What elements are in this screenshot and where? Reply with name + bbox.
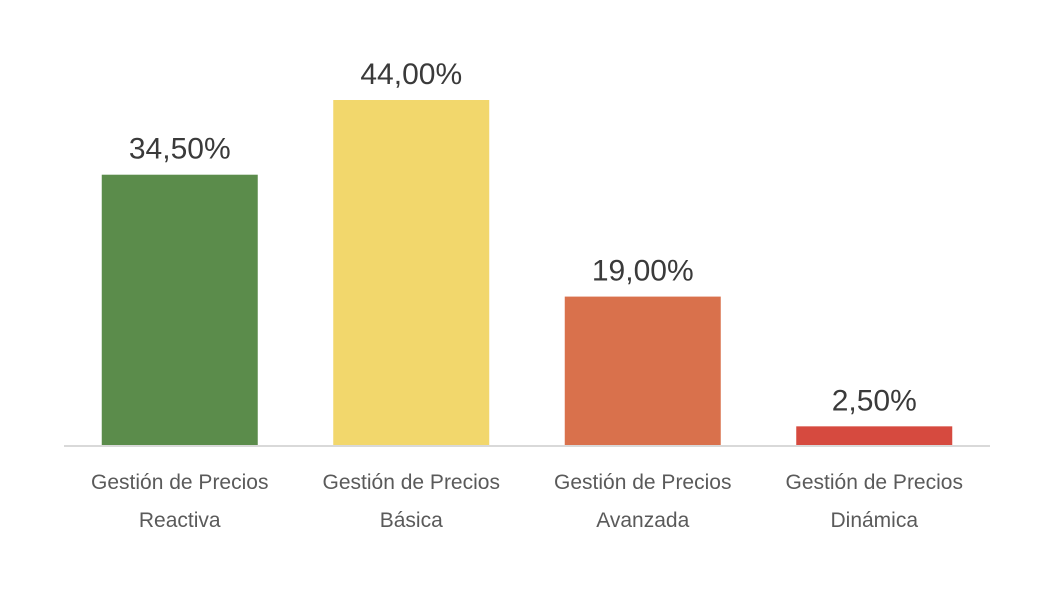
category-label-line: Básica bbox=[380, 509, 443, 532]
data-label-avanzada: 19,00% bbox=[592, 255, 694, 288]
data-label-basica: 44,00% bbox=[360, 58, 462, 91]
category-label-line: Gestión de Precios bbox=[323, 471, 500, 494]
category-label-dinamica: Gestión de Precios Dinámica bbox=[786, 471, 963, 532]
category-label-basica: Gestión de Precios Básica bbox=[323, 471, 500, 532]
category-label-line: Dinámica bbox=[830, 509, 918, 532]
data-label-reactiva: 34,50% bbox=[129, 133, 231, 166]
category-label-line: Gestión de Precios bbox=[786, 471, 963, 494]
category-label-reactiva: Gestión de Precios Reactiva bbox=[91, 471, 268, 532]
bar-basica bbox=[333, 100, 490, 446]
category-label-avanzada: Gestión de Precios Avanzada bbox=[554, 471, 731, 532]
bar-avanzada bbox=[564, 296, 721, 446]
bars-layer bbox=[101, 100, 953, 447]
category-label-line: Gestión de Precios bbox=[91, 471, 268, 494]
bar-dinamica bbox=[796, 426, 953, 446]
category-label-line: Gestión de Precios bbox=[554, 471, 731, 494]
bar-reactiva bbox=[101, 174, 258, 447]
data-label-dinamica: 2,50% bbox=[832, 384, 917, 417]
category-label-line: Avanzada bbox=[596, 509, 689, 532]
labels-layer: 34,50% Gestión de Precios Reactiva 44,00% Ge… bbox=[91, 58, 963, 532]
category-label-line: Reactiva bbox=[139, 509, 221, 532]
